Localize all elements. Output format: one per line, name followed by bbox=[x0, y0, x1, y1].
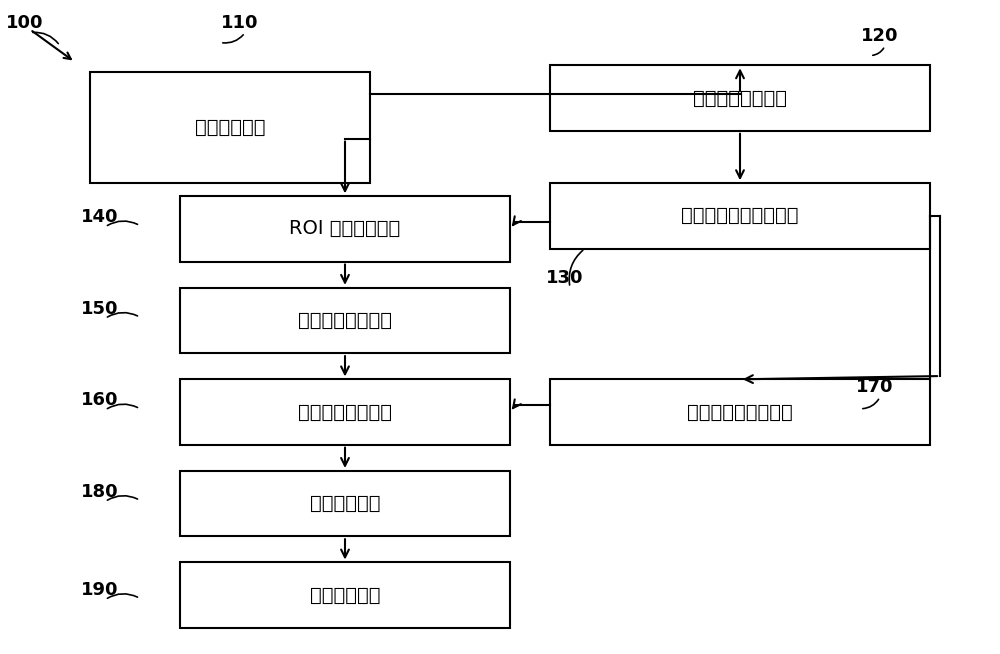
Text: 斑块评估单元: 斑块评估单元 bbox=[310, 494, 380, 513]
Text: 140: 140 bbox=[81, 208, 119, 226]
Text: 报告输出单元: 报告输出单元 bbox=[310, 585, 380, 605]
Bar bbox=[180, 471, 510, 536]
Text: 180: 180 bbox=[81, 483, 119, 501]
Text: 120: 120 bbox=[861, 27, 899, 45]
Bar bbox=[90, 72, 370, 183]
Bar bbox=[180, 562, 510, 628]
Text: 图像输入单元: 图像输入单元 bbox=[195, 118, 265, 137]
Bar bbox=[550, 183, 930, 249]
Bar bbox=[180, 196, 510, 262]
Text: 170: 170 bbox=[856, 378, 894, 396]
Text: 150: 150 bbox=[81, 300, 119, 318]
Text: 160: 160 bbox=[81, 391, 119, 409]
Text: 130: 130 bbox=[546, 269, 584, 287]
Bar bbox=[180, 379, 510, 445]
Text: 110: 110 bbox=[221, 14, 259, 32]
Text: ROI 图像捕获单元: ROI 图像捕获单元 bbox=[289, 219, 401, 239]
Text: 异常图像分割单元: 异常图像分割单元 bbox=[298, 402, 392, 422]
Text: 样品图像捕获单元: 样品图像捕获单元 bbox=[693, 88, 787, 108]
Text: 斑块分类器构建单元: 斑块分类器构建单元 bbox=[687, 402, 793, 422]
Bar bbox=[550, 65, 930, 131]
Bar bbox=[550, 379, 930, 445]
Text: 100: 100 bbox=[6, 14, 44, 32]
Text: 异常图像产生单元: 异常图像产生单元 bbox=[298, 311, 392, 330]
Text: 190: 190 bbox=[81, 581, 119, 599]
Bar bbox=[180, 288, 510, 353]
Text: 血管特征模型学习单元: 血管特征模型学习单元 bbox=[681, 206, 799, 226]
